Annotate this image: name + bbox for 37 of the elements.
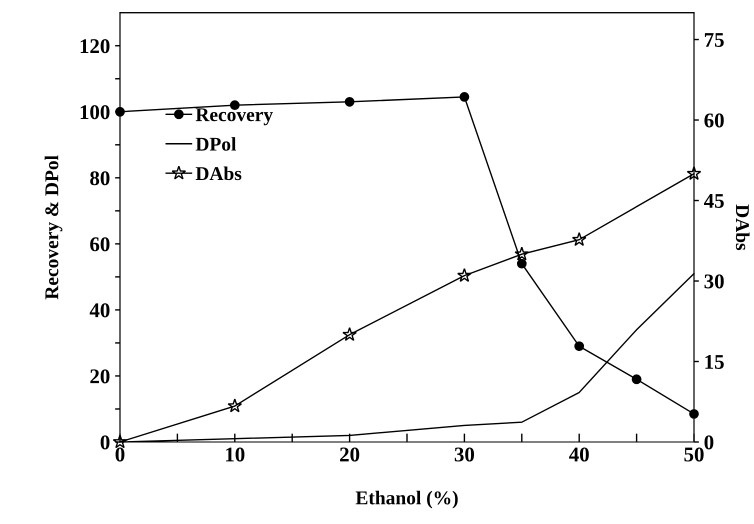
point <box>514 246 530 260</box>
point <box>460 92 470 102</box>
x-tick-label: 50 <box>684 447 704 462</box>
y-tick-label: 20 <box>90 369 110 384</box>
legend-label: DPol <box>196 137 236 151</box>
point <box>516 258 527 269</box>
point <box>457 268 472 282</box>
y-axis-title: Recovery & DPol <box>44 155 62 300</box>
x-axis-title: Ethanol (%) <box>356 490 458 508</box>
point <box>344 97 354 107</box>
legend-label: Recovery <box>196 108 273 126</box>
point <box>115 106 125 117</box>
y2-axis-title: DAbs <box>736 204 750 250</box>
y2-tick-label: 30 <box>704 274 724 288</box>
y-tick-label: 100 <box>80 105 110 120</box>
x-tick-label: 0 <box>116 447 124 462</box>
x-tick-label: 40 <box>569 447 589 462</box>
legend-label: DAbs <box>196 166 242 180</box>
point <box>572 232 586 246</box>
point <box>574 341 584 352</box>
y-tick-label: 60 <box>90 237 110 252</box>
x-tick-label: 20 <box>340 447 360 462</box>
y2-tick-label: 45 <box>704 194 724 208</box>
y2-tick-label: 75 <box>704 33 724 47</box>
y-tick-label: 0 <box>100 435 110 450</box>
x-tick-label: 30 <box>454 447 474 462</box>
y2-tick-label: 0 <box>704 435 714 450</box>
y2-tick-label: 60 <box>704 113 724 128</box>
point <box>632 374 642 384</box>
y2-tick-label: 15 <box>705 354 724 369</box>
point <box>228 398 242 412</box>
y-tick-label: 80 <box>90 171 110 186</box>
y-tick-label: 120 <box>80 39 110 54</box>
point <box>686 166 702 180</box>
point <box>342 327 357 341</box>
y-tick-label: 40 <box>90 303 110 318</box>
x-tick-label: 10 <box>226 447 244 462</box>
